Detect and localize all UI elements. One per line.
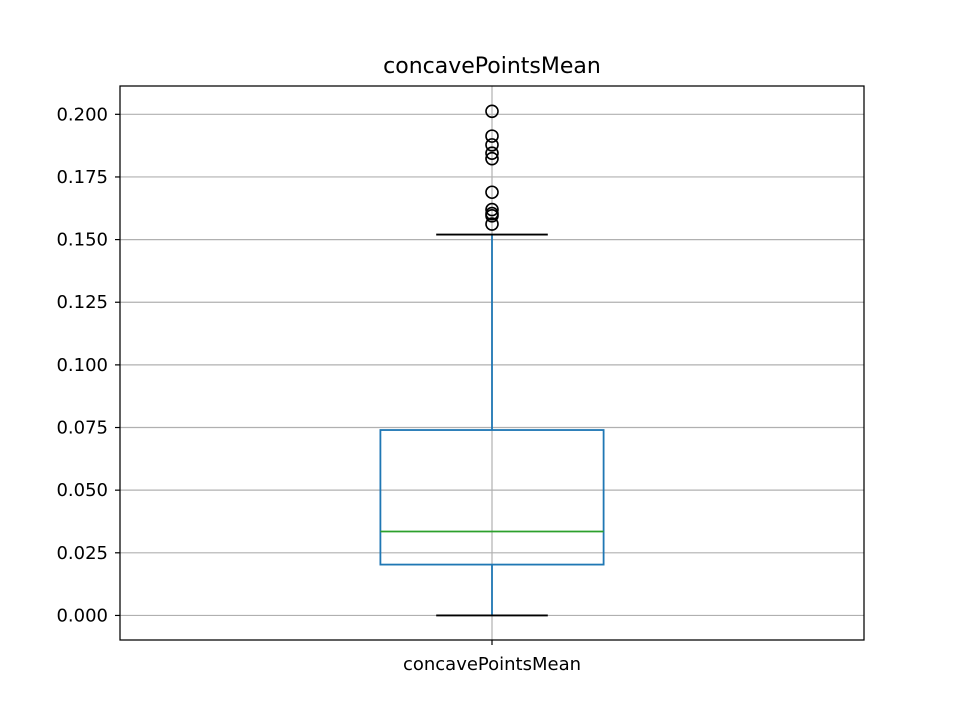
outlier-point: [485, 129, 499, 143]
y-tick-label: 0.200: [56, 104, 108, 125]
outlier-point: [485, 138, 499, 152]
y-axis: 0.000 0.025 0.050 0.075 0.100 0.125 0.150 0.175…: [56, 104, 120, 626]
y-tick-label: 0.050: [56, 480, 108, 501]
outlier-point: [485, 146, 499, 160]
y-tick-label: 0.150: [56, 230, 108, 251]
chart-title: concavePointsMean: [383, 54, 601, 79]
box-group: [379, 104, 605, 617]
plot-area: [379, 104, 605, 617]
y-tick-label: 0.175: [56, 167, 108, 188]
y-tick-label: 0.075: [56, 418, 108, 439]
y-tick-label: 0.000: [56, 605, 108, 626]
y-tick-label: 0.025: [56, 543, 108, 564]
x-tick-label: concavePointsMean: [403, 654, 581, 675]
iqr-box: [379, 429, 605, 566]
outlier-point: [485, 217, 499, 231]
outlier-point: [485, 151, 499, 166]
outlier-point: [485, 104, 499, 119]
outlier-point: [485, 202, 499, 217]
y-tick-label: 0.125: [56, 292, 108, 313]
x-axis: concavePointsMean: [403, 640, 581, 675]
outlier-point: [485, 185, 499, 200]
y-tick-label: 0.100: [56, 355, 108, 376]
outlier-point: [485, 208, 499, 223]
